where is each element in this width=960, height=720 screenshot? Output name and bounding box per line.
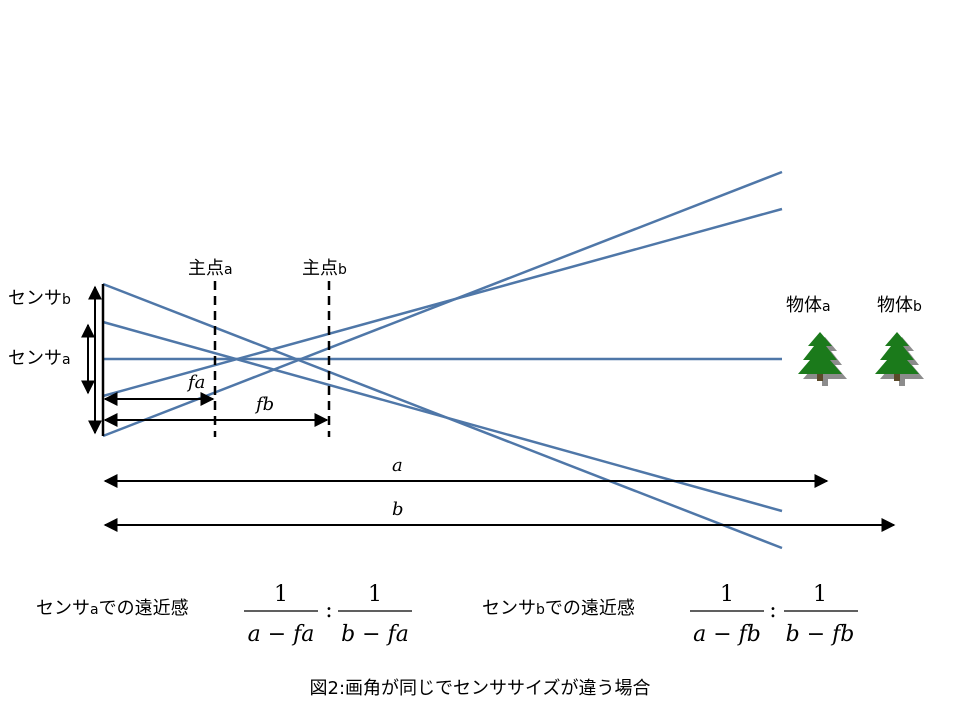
tree-icon-object-a (798, 332, 847, 386)
principal-point-b-label: 主点b (302, 258, 347, 279)
sensor-a-label: センサa (8, 348, 71, 369)
ratio-colon: : (325, 598, 332, 623)
ray-sensor-a-bottom (102, 207, 783, 398)
fa-label: fa (186, 372, 205, 393)
perspective-b-label: センサbでの遠近感 (482, 598, 635, 619)
ratio-colon: : (769, 598, 776, 623)
perspective-b-numerator-1: 1 (720, 582, 734, 607)
principal-point-a-label: 主点a (188, 258, 233, 279)
fb-label: fb (254, 394, 274, 415)
distance-b-label: b (392, 499, 404, 520)
perspective-a-numerator-1: 1 (274, 582, 288, 607)
perspective-b-denominator-1: a − fb (693, 622, 761, 647)
perspective-a-numerator-2: 1 (368, 582, 382, 607)
tree-icon-object-b (875, 332, 924, 386)
figure-caption: 図2:画角が同じでセンササイズが違う場合 (310, 678, 651, 699)
light-rays (102, 170, 783, 550)
ray-sensor-b-bottom (102, 170, 783, 438)
perspective-formula-sensor-a: センサaでの遠近感 1 a − fa : 1 b − fa (36, 582, 412, 647)
perspective-formula-sensor-b: センサbでの遠近感 1 a − fb : 1 b − fb (482, 582, 858, 647)
ray-sensor-a-top (102, 320, 783, 513)
perspective-b-denominator-2: b − fb (786, 622, 855, 647)
perspective-b-numerator-2: 1 (813, 582, 827, 607)
perspective-a-label: センサaでの遠近感 (36, 598, 189, 619)
perspective-a-denominator-2: b − fa (341, 622, 409, 647)
distance-a-label: a (392, 455, 403, 476)
object-a-label: 物体a (786, 295, 831, 316)
perspective-a-denominator-1: a − fa (248, 622, 315, 647)
object-b-label: 物体b (877, 295, 922, 316)
sensor-b-label: センサb (8, 288, 71, 309)
